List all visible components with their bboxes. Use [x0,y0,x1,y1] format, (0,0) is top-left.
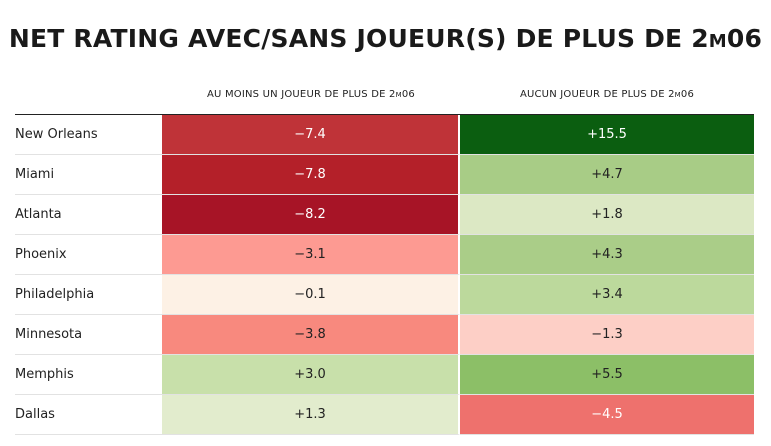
team-name: Dallas [15,395,162,435]
table-row: Miami −7.8 +4.7 [15,155,754,195]
rating-cell: +4.7 [460,155,754,195]
header-cell [15,74,162,115]
rating-cell: +1.3 [162,395,460,435]
team-name: Minnesota [15,315,162,355]
table-row: Memphis +3.0 +5.5 [15,355,754,395]
rating-cell: −7.4 [162,115,460,155]
team-name: Miami [15,155,162,195]
rating-cell: +1.8 [460,195,754,235]
rating-cell: −3.8 [162,315,460,355]
rating-cell: −8.2 [162,195,460,235]
team-name: Philadelphia [15,275,162,315]
rating-cell: −0.1 [162,275,460,315]
table-row: Philadelphia −0.1 +3.4 [15,275,754,315]
rating-cell: −1.3 [460,315,754,355]
table-row: Dallas +1.3 −4.5 [15,395,754,435]
rating-cell: +5.5 [460,355,754,395]
rating-cell: −4.5 [460,395,754,435]
title: NET RATING AVEC/SANS JOUEUR(S) DE PLUS D… [8,24,763,53]
team-name: Memphis [15,355,162,395]
table-row: Phoenix −3.1 +4.3 [15,235,754,275]
table-row: Minnesota −3.8 −1.3 [15,315,754,355]
column-header: AU MOINS UN JOUEUR DE PLUS DE 2m06 [162,74,460,115]
rating-cell: −7.8 [162,155,460,195]
team-name: Atlanta [15,195,162,235]
rating-cell: +3.0 [162,355,460,395]
table-body: New Orleans −7.4 +15.5 Miami −7.8 +4.7 Atlanta… [15,115,754,435]
rating-cell: −3.1 [162,235,460,275]
column-header: AUCUN JOUEUR DE PLUS DE 2m06 [460,74,754,115]
header-row: AU MOINS UN JOUEUR DE PLUS DE 2m06 AUCUN … [15,74,754,115]
team-name: New Orleans [15,115,162,155]
table: AU MOINS UN JOUEUR DE PLUS DE 2m06 AUCUN … [15,74,754,435]
rating-cell: +4.3 [460,235,754,275]
rating-cell: +3.4 [460,275,754,315]
table-row: Atlanta −8.2 +1.8 [15,195,754,235]
team-name: Phoenix [15,235,162,275]
rating-cell: +15.5 [460,115,754,155]
table-row: New Orleans −7.4 +15.5 [15,115,754,155]
